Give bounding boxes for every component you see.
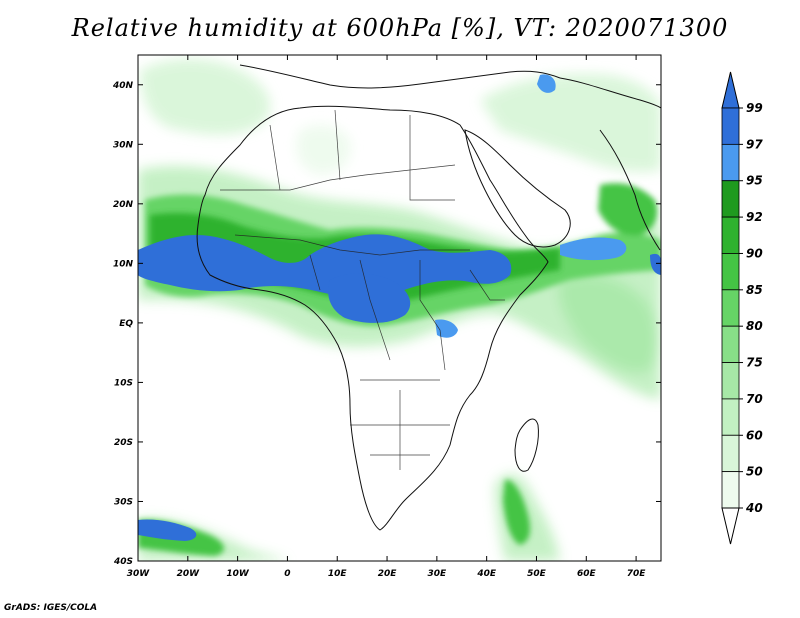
- colorbar-label: 75: [746, 356, 763, 370]
- lat-tick-label: 30N: [113, 140, 134, 150]
- colorbar-label: 95: [746, 174, 763, 188]
- lon-tick-label: 20E: [378, 569, 398, 579]
- country-borders: [220, 109, 505, 470]
- lon-tick-label: 20W: [177, 569, 201, 579]
- lon-tick-label: 10W: [226, 569, 250, 579]
- latitude-axis: 40N 30N 20N 10N EQ 10S 20S 30S 40S: [112, 81, 661, 567]
- colorbar-bin: [721, 434, 740, 473]
- lon-tick-label: 10E: [328, 569, 348, 579]
- colorbar-label: 85: [746, 283, 763, 297]
- colorbar-bin: [721, 398, 740, 436]
- colorbar-bin: [721, 471, 740, 509]
- lon-tick-label: 0: [284, 569, 290, 579]
- plot-frame: [137, 54, 662, 562]
- colorbar-bottom-triangle: [721, 507, 740, 545]
- lon-tick-label: 70E: [627, 569, 647, 579]
- colorbar-bin: [721, 325, 740, 363]
- colorbar-label: 60: [746, 428, 763, 442]
- lat-tick-label: 20S: [114, 438, 133, 448]
- colorbar-label: 92: [746, 210, 763, 224]
- colorbar-top-triangle: [721, 71, 740, 109]
- humidity-field: [138, 58, 661, 561]
- lat-tick-label: 40N: [112, 81, 134, 91]
- lat-tick-label: 40S: [113, 557, 133, 567]
- lat-tick-label: 20N: [113, 200, 134, 210]
- lon-tick-label: 60E: [577, 569, 597, 579]
- lon-tick-label: 40E: [476, 569, 497, 579]
- lat-tick-label: EQ: [119, 319, 133, 329]
- colorbar-bin: [721, 362, 740, 400]
- colorbar-label: 50: [746, 465, 763, 479]
- colorbar-label: 40: [745, 501, 763, 515]
- lon-tick-label: 30W: [127, 569, 151, 579]
- colorbar-label: 80: [746, 319, 763, 333]
- lon-tick-label: 30E: [428, 569, 448, 579]
- lat-tick-label: 30S: [114, 497, 133, 507]
- coastlines: [196, 64, 661, 531]
- lat-tick-label: 10N: [113, 259, 134, 269]
- chart-title: Relative humidity at 600hPa [%], VT: 202…: [71, 14, 729, 42]
- lon-tick-label: 50E: [527, 569, 547, 579]
- colorbar: 99 97 95 92 90 85 80 75 70 60 50 40: [721, 71, 763, 545]
- lat-tick-label: 10S: [114, 378, 133, 388]
- colorbar-bin: [721, 216, 740, 254]
- grads-credit: GrADS: IGES/COLA: [4, 603, 98, 613]
- colorbar-bin: [721, 107, 740, 145]
- colorbar-label: 70: [746, 392, 763, 406]
- colorbar-label: 90: [746, 246, 763, 260]
- longitude-axis: 30W 20W 10W 0 10E 20E 30E 40E 50E 60E 70E: [127, 55, 647, 579]
- colorbar-label: 99: [746, 101, 763, 115]
- colorbar-bin: [721, 180, 740, 218]
- colorbar-bin: [721, 253, 740, 291]
- colorbar-bin: [721, 289, 740, 327]
- colorbar-label: 97: [746, 137, 763, 151]
- colorbar-bin: [721, 143, 740, 182]
